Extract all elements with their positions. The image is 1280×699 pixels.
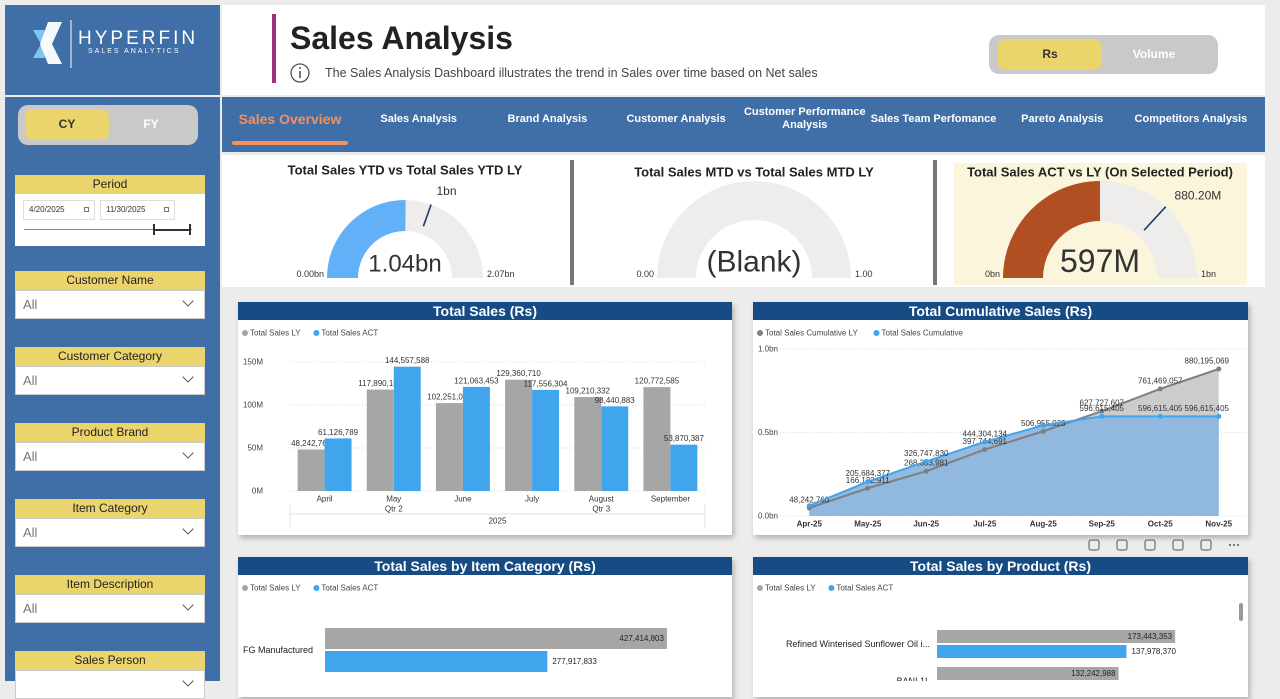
dropdown-chevron: [182, 523, 194, 535]
icon-dot: [1233, 544, 1235, 546]
nav-tab[interactable]: Customer Analysis: [612, 97, 740, 141]
date-input[interactable]: 4/20/2025: [23, 200, 95, 220]
visual-toolbar-icon: [1172, 539, 1184, 551]
nav-tab[interactable]: Sales Analysis: [355, 97, 483, 141]
icon-glyph: [1172, 539, 1184, 551]
visual-toolbar-icon: [1229, 544, 1239, 546]
nav-tab[interactable]: Sales Team Perfomance: [870, 97, 998, 141]
icon-dot: [1237, 544, 1239, 546]
filter-header: Product Brand: [15, 423, 205, 442]
nav-tab[interactable]: Customer Performance Analysis: [741, 97, 869, 141]
visual-toolbar-icon: [1200, 539, 1212, 551]
chart-panel: [753, 302, 1248, 535]
calendar-icon: [164, 207, 169, 212]
nav-tab-label[interactable]: Customer Analysis: [626, 112, 726, 125]
nav-tab-label[interactable]: Brand Analysis: [507, 112, 588, 125]
icon-glyph: [1116, 539, 1128, 551]
slider-range: [154, 229, 190, 231]
dropdown-chevron: [182, 447, 194, 459]
nav-tab-label[interactable]: Sales Team Perfomance: [870, 112, 997, 125]
calendar-icon: [84, 207, 89, 212]
icon-glyph: [1144, 539, 1156, 551]
filter-header: Period: [15, 175, 205, 194]
dropdown[interactable]: All: [15, 290, 205, 319]
chart-panel: [238, 302, 732, 535]
dropdown-value: All: [23, 449, 38, 464]
page-subtitle: The Sales Analysis Dashboard illustrates…: [325, 66, 818, 80]
nav-tab[interactable]: Sales Overview: [226, 97, 354, 141]
page: Sales Dashboard {"logo": {"name": "HYPER…: [5, 5, 1265, 699]
date-range: 4/20/2025 11/30/2025: [15, 194, 205, 246]
nav-tab-label[interactable]: Pareto Analysis: [1021, 112, 1104, 125]
visual-toolbar-icon: [1144, 539, 1156, 551]
dropdown[interactable]: All: [15, 594, 205, 623]
date-value: 4/20/2025: [29, 205, 65, 214]
nav-tab[interactable]: Brand Analysis: [483, 97, 611, 141]
dropdown-chevron: [182, 599, 194, 611]
dropdown-value: All: [23, 297, 38, 312]
icon-dot: [1229, 544, 1231, 546]
nav-tab-label[interactable]: Sales Overview: [238, 110, 342, 127]
icon-glyph: [1088, 539, 1100, 551]
header-accent: [272, 14, 276, 83]
filter-header: Customer Category: [15, 347, 205, 366]
filter-header: Sales Person: [15, 651, 205, 670]
chart-panel: [753, 557, 1248, 697]
nav-bar: [222, 97, 1265, 152]
date-value: 11/30/2025: [106, 205, 146, 214]
nav-tab[interactable]: Competitors Analysis: [1127, 97, 1255, 141]
dropdown[interactable]: [15, 670, 205, 699]
slider-track: [24, 229, 192, 230]
slider-handle[interactable]: [189, 224, 191, 235]
filter-header: Item Category: [15, 499, 205, 518]
kpi-separator: [933, 160, 937, 285]
nav-active-indicator: [232, 141, 348, 145]
year-option[interactable]: FY: [143, 117, 159, 131]
unit-option[interactable]: Volume: [1132, 47, 1176, 61]
dropdown-chevron: [182, 371, 194, 383]
chart-panel: [238, 557, 732, 697]
dropdown-value: All: [23, 601, 38, 616]
dropdown-chevron: [182, 295, 194, 307]
dropdown-value: All: [23, 525, 38, 540]
dropdown[interactable]: All: [15, 442, 205, 471]
logo-name: HYPERFIN: [78, 28, 199, 49]
year-toggle[interactable]: CY FY: [18, 105, 198, 145]
icon-glyph: [1200, 539, 1212, 551]
year-option[interactable]: CY: [25, 109, 109, 140]
filter-header: Item Description: [15, 575, 205, 594]
dashboard: HYPERFIN SALES ANALYTICS CY FY Period 4/20/20…: [5, 5, 1265, 699]
kpi-panel: [222, 155, 1265, 287]
filter-header: Customer Name: [15, 271, 205, 290]
nav-tab-label[interactable]: Customer Performance Analysis: [743, 106, 866, 131]
nav-tab-label[interactable]: Sales Analysis: [380, 112, 457, 125]
dropdown[interactable]: All: [15, 366, 205, 395]
dropdown-chevron: [182, 675, 194, 687]
dropdown-value: All: [23, 373, 38, 388]
date-input[interactable]: 11/30/2025: [100, 200, 175, 220]
visual-toolbar-icon: [1088, 539, 1100, 551]
visual-toolbar-icon: [1116, 539, 1128, 551]
dropdown[interactable]: All: [15, 518, 205, 547]
nav-tab-label[interactable]: Competitors Analysis: [1134, 112, 1248, 125]
logo-tagline: SALES ANALYTICS: [88, 48, 181, 55]
page-title: Sales Analysis: [290, 20, 513, 56]
unit-option[interactable]: Rs: [998, 39, 1102, 70]
slider-handle[interactable]: [153, 224, 155, 235]
kpi-separator: [570, 160, 574, 285]
nav-tab[interactable]: Pareto Analysis: [998, 97, 1126, 141]
unit-toggle[interactable]: Rs Volume: [989, 35, 1218, 74]
